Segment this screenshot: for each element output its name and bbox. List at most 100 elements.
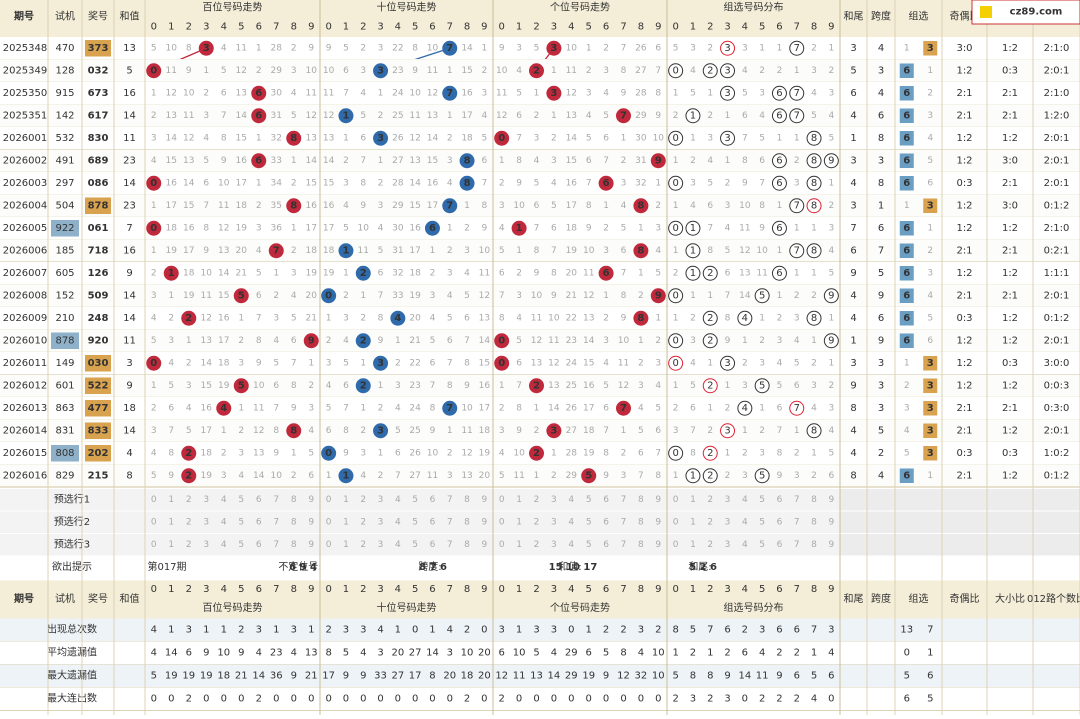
hit-ball	[633, 310, 649, 326]
prize: 032	[88, 65, 109, 76]
miss-value: 12	[201, 313, 212, 323]
big-small: 1:2	[1002, 313, 1018, 324]
sum: 9	[126, 268, 132, 279]
preselect-digit: 9	[481, 495, 487, 505]
miss-value: 4	[794, 336, 800, 346]
miss-value: 2	[673, 268, 679, 278]
miss-value: 2	[794, 291, 800, 301]
preselect-digit: 9	[828, 495, 834, 505]
miss-value: 1	[378, 381, 384, 391]
footer-header-label: 组选	[909, 592, 929, 605]
miss-value: 9	[777, 471, 783, 481]
miss-value: 4	[447, 291, 453, 301]
miss-value: 11	[756, 268, 767, 278]
group-number: 1	[690, 268, 696, 279]
miss-value: 13	[306, 133, 317, 143]
miss-value: 5	[603, 381, 609, 391]
hit-number: 8	[290, 425, 297, 436]
miss-value: 7	[534, 223, 540, 233]
footer-header-label: 奖号	[88, 592, 108, 605]
hit-ball	[286, 198, 302, 214]
trial: 829	[55, 470, 74, 481]
row-bg	[0, 284, 1080, 307]
miss-value: 15	[566, 156, 577, 166]
stats-value: 11	[756, 671, 769, 682]
digit-header: 8	[291, 22, 297, 33]
stats-value: 14	[252, 671, 265, 682]
digit-header: 6	[603, 22, 609, 33]
miss-value: 3	[256, 223, 262, 233]
big-small: 1:2	[1002, 223, 1018, 234]
miss-value: 33	[392, 291, 403, 301]
stats-value: 0	[603, 694, 609, 705]
preselect-digit: 9	[481, 540, 487, 550]
miss-value: 1	[603, 201, 609, 211]
miss-value: 2	[256, 201, 262, 211]
miss-value: 11	[461, 426, 472, 436]
stats-value: 0	[904, 648, 910, 659]
period: 2026001	[3, 133, 48, 144]
group-number: 4	[742, 313, 748, 324]
preselect-digit: 4	[568, 540, 574, 550]
digit-header: 8	[811, 584, 817, 595]
group-number: 0	[672, 65, 678, 76]
miss-value: 8	[777, 448, 783, 458]
odd-even: 1:2	[956, 268, 972, 279]
group-number: 0	[672, 178, 678, 189]
miss-value: 15	[183, 201, 194, 211]
miss-value: 9	[725, 336, 731, 346]
miss-value: 1	[360, 291, 366, 301]
miss-value: 1	[811, 268, 817, 278]
miss-value: 1	[655, 178, 661, 188]
miss-value: 2	[151, 403, 157, 413]
preselect-digit: 2	[360, 495, 366, 505]
stats-value: 2	[794, 648, 800, 659]
stats-value: 3	[724, 694, 730, 705]
miss-value: 15	[427, 156, 438, 166]
preselect-digit: 6	[777, 540, 783, 550]
big-small: 3:0	[1002, 200, 1018, 211]
sum-tail: 9	[850, 380, 856, 391]
miss-value: 12	[306, 111, 317, 121]
hit-ball	[233, 288, 249, 304]
preselect-digit: 8	[291, 495, 297, 505]
miss-value: 11	[479, 268, 490, 278]
miss-value: 3	[238, 358, 244, 368]
digit-header: 1	[690, 22, 696, 33]
group-ball	[720, 423, 736, 439]
group-ball	[702, 310, 718, 326]
miss-value: 1	[673, 156, 679, 166]
miss-value: 4	[603, 88, 609, 98]
miss-value: 2	[586, 66, 592, 76]
sum-tail: 4	[850, 110, 856, 121]
stats-value: 0	[828, 694, 834, 705]
stats-value: 7	[811, 625, 817, 636]
miss-value: 6	[638, 448, 644, 458]
period: 2026014	[3, 425, 48, 436]
miss-value: 22	[409, 358, 420, 368]
miss-value: 2	[343, 291, 349, 301]
hint-item-value: 15 10 17	[549, 562, 598, 573]
header-label: 期号	[14, 10, 34, 23]
stats-value: 2	[776, 648, 782, 659]
miss-value: 4	[291, 88, 297, 98]
stats-value: 2	[238, 625, 244, 636]
miss-value: 4	[151, 313, 157, 323]
group-hit	[899, 108, 914, 123]
period: 2026012	[3, 380, 48, 391]
group-value: 6	[903, 245, 910, 256]
miss-value: 10	[479, 246, 491, 256]
digit-header: 9	[308, 584, 314, 595]
hit-number: 8	[464, 178, 471, 189]
miss-value: 10	[566, 43, 578, 53]
hit-number: 3	[377, 133, 384, 144]
hit-number: 0	[498, 358, 505, 369]
stats-value: 6	[499, 648, 505, 659]
miss-value: 10	[739, 201, 751, 211]
miss-value: 5	[551, 201, 557, 211]
group-hit	[923, 198, 938, 213]
miss-value: 23	[392, 66, 403, 76]
miss-value: 2	[291, 246, 297, 256]
prize-highlight	[85, 40, 111, 57]
miss-value: 1	[378, 448, 384, 458]
